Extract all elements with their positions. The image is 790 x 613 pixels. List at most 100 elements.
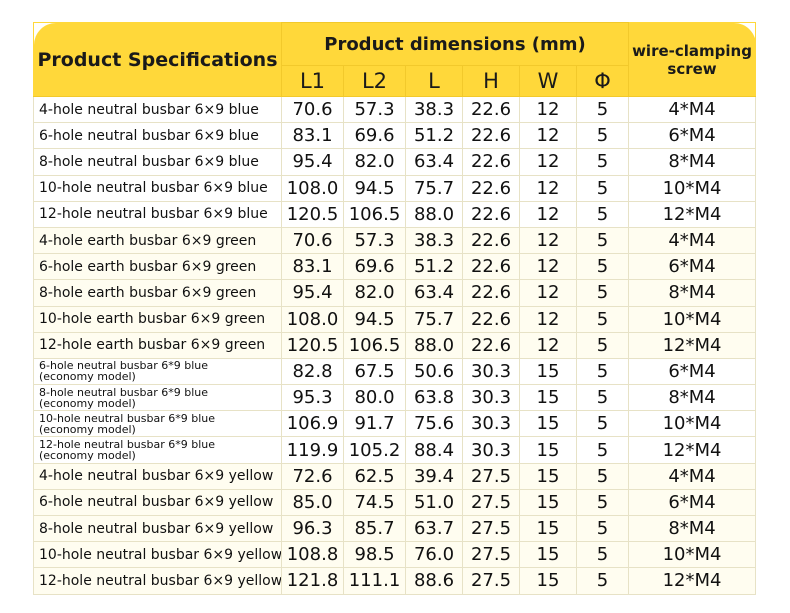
product-spec-table: Product Specifications Product dimension…	[33, 22, 757, 595]
phi-cell: 5	[575, 200, 630, 228]
col-w-header: W	[519, 65, 577, 97]
h-cell: 22.6	[462, 279, 520, 307]
h-cell: 30.3	[462, 357, 520, 386]
w-cell: 12	[519, 253, 577, 281]
phi-cell: 5	[575, 462, 630, 490]
product-specifications-header: Product Specifications	[33, 22, 282, 97]
product-name-cell: 6-hole neutral busbar 6×9 blue	[33, 122, 282, 150]
product-name: 8-hole earth busbar 6×9 green	[39, 284, 257, 301]
w-cell: 12	[519, 122, 577, 150]
product-name: 4-hole neutral busbar 6×9 yellow	[39, 468, 274, 485]
h-cell: 22.6	[462, 122, 520, 150]
l2-cell: 85.7	[343, 514, 406, 543]
phi-cell: 5	[575, 567, 630, 595]
col-l2-header: L2	[343, 65, 406, 97]
table-row: 10-hole earth busbar 6×9 green 108.0 94.5 7…	[33, 305, 757, 333]
l1-cell: 95.4	[281, 279, 344, 307]
w-cell: 12	[519, 305, 577, 333]
phi-cell: 5	[575, 174, 630, 202]
l1-cell: 85.0	[281, 488, 344, 517]
l-cell: 75.7	[405, 305, 463, 333]
product-name: 12-hole neutral busbar 6×9 blue	[39, 206, 268, 223]
w-cell: 12	[519, 148, 577, 176]
l1-cell: 106.9	[281, 410, 344, 438]
l-cell: 75.7	[405, 174, 463, 202]
phi-cell: 5	[575, 331, 630, 359]
phi-cell: 5	[575, 357, 630, 386]
h-cell: 27.5	[462, 514, 520, 543]
product-name: 8-hole neutral busbar 6×9 blue	[39, 153, 259, 170]
l-cell: 63.4	[405, 279, 463, 307]
w-cell: 15	[519, 541, 577, 569]
l2-cell: 80.0	[343, 384, 406, 412]
l1-cell: 108.8	[281, 541, 344, 569]
product-name: 12-hole neutral busbar 6*9 blue	[39, 438, 216, 452]
h-cell: 27.5	[462, 488, 520, 517]
w-cell: 12	[519, 200, 577, 228]
product-name-cell: 6-hole neutral busbar 6×9 yellow	[33, 488, 282, 517]
l-cell: 88.6	[405, 567, 463, 595]
product-name-cell: 10-hole neutral busbar 6×9 blue	[33, 174, 282, 202]
l-cell: 63.4	[405, 148, 463, 176]
wire-clamping-screw-header: wire-clamping screw	[628, 22, 757, 97]
w-cell: 12	[519, 226, 577, 255]
w-cell: 12	[519, 95, 577, 124]
product-name: 4-hole earth busbar 6×9 green	[39, 232, 257, 249]
w-cell: 15	[519, 488, 577, 517]
phi-cell: 5	[575, 148, 630, 176]
product-name: 10-hole earth busbar 6×9 green	[39, 311, 266, 328]
table-row: 12-hole neutral busbar 6×9 blue 120.5 106.…	[33, 200, 757, 228]
h-cell: 22.6	[462, 174, 520, 202]
w-cell: 15	[519, 436, 577, 464]
l2-cell: 106.5	[343, 200, 406, 228]
w-cell: 15	[519, 567, 577, 595]
phi-cell: 5	[575, 226, 630, 255]
l-cell: 51.0	[405, 488, 463, 517]
screw-cell: 6*M4	[628, 122, 757, 150]
product-name-cell: 6-hole neutral busbar 6*9 blue (economy m…	[33, 357, 282, 386]
h-cell: 27.5	[462, 462, 520, 490]
product-name-cell: 8-hole neutral busbar 6×9 yellow	[33, 514, 282, 543]
h-cell: 27.5	[462, 567, 520, 595]
table-row: 12-hole earth busbar 6×9 green 120.5 106.5…	[33, 331, 757, 359]
l1-cell: 83.1	[281, 122, 344, 150]
screw-cell: 10*M4	[628, 174, 757, 202]
l1-cell: 70.6	[281, 226, 344, 255]
l-cell: 51.2	[405, 253, 463, 281]
col-l1-header: L1	[281, 65, 344, 97]
product-name: 8-hole neutral busbar 6×9 yellow	[39, 520, 274, 537]
product-name-cell: 12-hole neutral busbar 6×9 yellow	[33, 567, 282, 595]
table-row: 10-hole neutral busbar 6×9 yellow 108.8 98…	[33, 541, 757, 569]
table-row: 8-hole neutral busbar 6×9 blue 95.4 82.0 63…	[33, 148, 757, 176]
l1-cell: 96.3	[281, 514, 344, 543]
product-name-cell: 4-hole neutral busbar 6×9 blue	[33, 95, 282, 124]
table-row: 10-hole neutral busbar 6×9 blue 108.0 94.5…	[33, 174, 757, 202]
l1-cell: 119.9	[281, 436, 344, 464]
product-name: 6-hole neutral busbar 6×9 blue	[39, 127, 259, 144]
product-name-cell: 10-hole neutral busbar 6*9 blue (economy …	[33, 410, 282, 438]
product-name-cell: 12-hole neutral busbar 6*9 blue (economy …	[33, 436, 282, 464]
l1-cell: 83.1	[281, 253, 344, 281]
table-row: 12-hole neutral busbar 6*9 blue (economy …	[33, 436, 757, 464]
l2-cell: 106.5	[343, 331, 406, 359]
col-l-header: L	[405, 65, 463, 97]
table-row: 6-hole neutral busbar 6×9 yellow 85.0 74.5…	[33, 488, 757, 517]
screw-cell: 12*M4	[628, 567, 757, 595]
l-cell: 38.3	[405, 95, 463, 124]
table-row: 6-hole neutral busbar 6×9 blue 83.1 69.6 51…	[33, 122, 757, 150]
phi-cell: 5	[575, 279, 630, 307]
l-cell: 75.6	[405, 410, 463, 438]
l-cell: 88.0	[405, 200, 463, 228]
product-name-cell: 8-hole neutral busbar 6*9 blue (economy m…	[33, 384, 282, 412]
phi-cell: 5	[575, 95, 630, 124]
screw-cell: 4*M4	[628, 226, 757, 255]
l-cell: 63.8	[405, 384, 463, 412]
screw-cell: 12*M4	[628, 436, 757, 464]
product-name-cell: 12-hole earth busbar 6×9 green	[33, 331, 282, 359]
table-row: 6-hole neutral busbar 6*9 blue (economy m…	[33, 357, 757, 386]
h-cell: 22.6	[462, 305, 520, 333]
l2-cell: 105.2	[343, 436, 406, 464]
l2-cell: 62.5	[343, 462, 406, 490]
l-cell: 39.4	[405, 462, 463, 490]
h-cell: 22.6	[462, 253, 520, 281]
